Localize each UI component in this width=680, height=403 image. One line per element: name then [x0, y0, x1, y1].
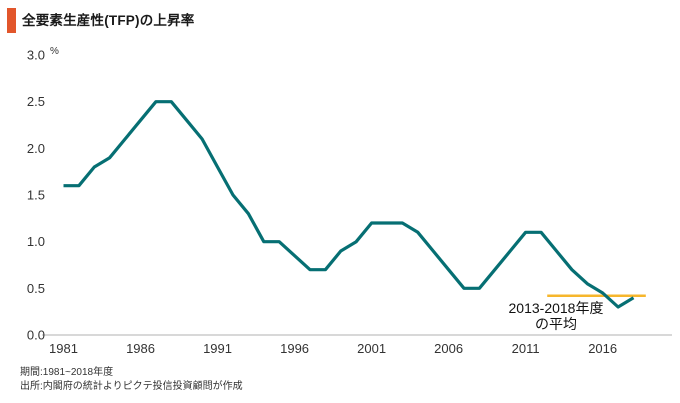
average-annotation-line1: 2013-2018年度: [509, 300, 604, 316]
y-tick-label: 1.0: [27, 234, 45, 249]
tfp-line-chart: 3.0 2.5 2.0 1.5 1.0 0.5 0.0% 1981 1986 1991 1996 20…: [27, 46, 672, 356]
chart-title: 全要素生産性(TFP)の上昇率: [22, 13, 195, 28]
title-accent-bar: [7, 8, 16, 33]
tfp-line: [63, 100, 635, 309]
footer-period: 期間:1981~2018年度: [20, 367, 114, 378]
x-tick-label: 2006: [434, 341, 463, 356]
x-tick-label: 1996: [280, 341, 309, 356]
x-tick-label: 2011: [512, 341, 540, 356]
footer: 期間:1981~2018年度 出所:内閣府の統計よりピクテ投信投資顧問が作成: [20, 366, 243, 393]
y-axis-unit-label: %: [50, 46, 59, 57]
footer-source: 出所:内閣府の統計よりピクテ投信投資顧問が作成: [20, 380, 243, 392]
x-tick-label: 1991: [203, 341, 232, 356]
x-tick-label: 1986: [126, 341, 155, 356]
y-tick-label: 2.0: [27, 141, 45, 156]
y-tick-label: 0.0: [27, 328, 45, 343]
y-tick-label: 1.5: [27, 188, 45, 203]
x-tick-label: 2001: [357, 341, 386, 356]
title-block: 全要素生産性(TFP)の上昇率: [7, 8, 195, 33]
y-tick-label: 3.0: [27, 48, 45, 63]
x-tick-label: 2016: [588, 341, 617, 356]
x-tick-label: 1981: [49, 341, 78, 356]
y-tick-label: 2.5: [27, 94, 45, 109]
y-tick-label: 0.5: [27, 281, 45, 296]
average-annotation-line2: の平均: [535, 316, 577, 332]
